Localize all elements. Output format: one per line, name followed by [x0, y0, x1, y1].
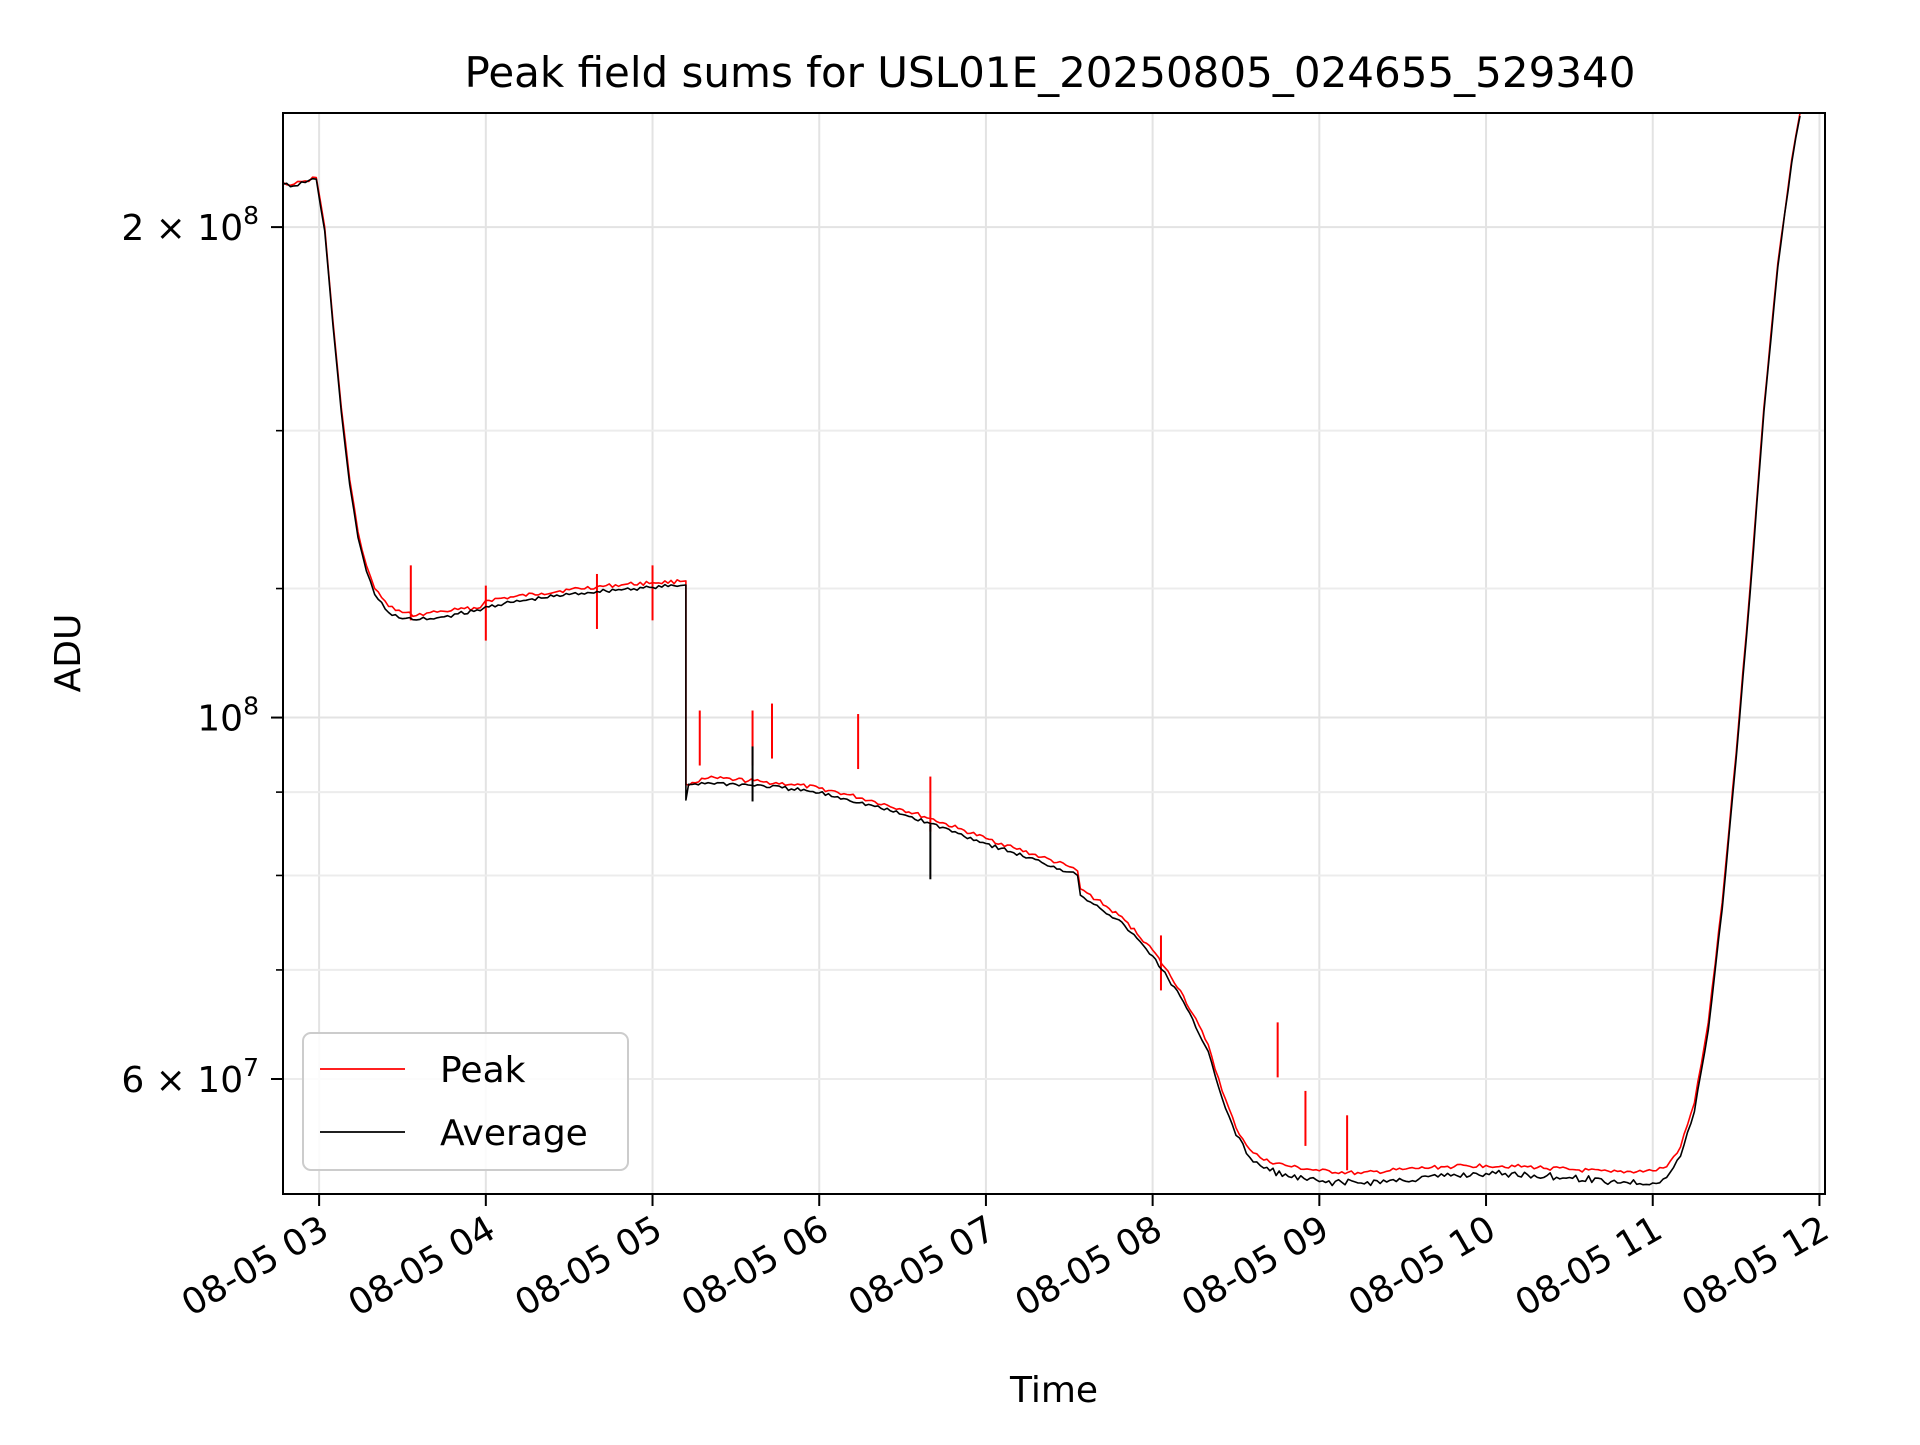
- plot-frame: [282, 112, 1826, 1195]
- y-axis-label: ADU: [48, 614, 89, 693]
- y-tick-label: 108: [197, 692, 259, 740]
- legend-label-peak: Peak: [440, 1050, 526, 1091]
- chart-title: Peak field sums for USL01E_20250805_0246…: [464, 48, 1635, 97]
- series-line-average: [282, 115, 1801, 1187]
- legend-box: [302, 1032, 629, 1171]
- legend-label-average: Average: [440, 1113, 588, 1154]
- y-tick-label: 6 × 107: [121, 1053, 259, 1101]
- x-axis-label: Time: [1009, 1370, 1098, 1411]
- series-line-peak: [282, 112, 1801, 1176]
- grid-layer: [283, 113, 1825, 1194]
- y-axis: 2 × 108 108 6 × 107: [121, 201, 283, 1101]
- legend: Peak Average: [302, 1032, 629, 1171]
- series-layer: [282, 112, 1801, 1187]
- y-tick-label: 2 × 108: [121, 201, 259, 249]
